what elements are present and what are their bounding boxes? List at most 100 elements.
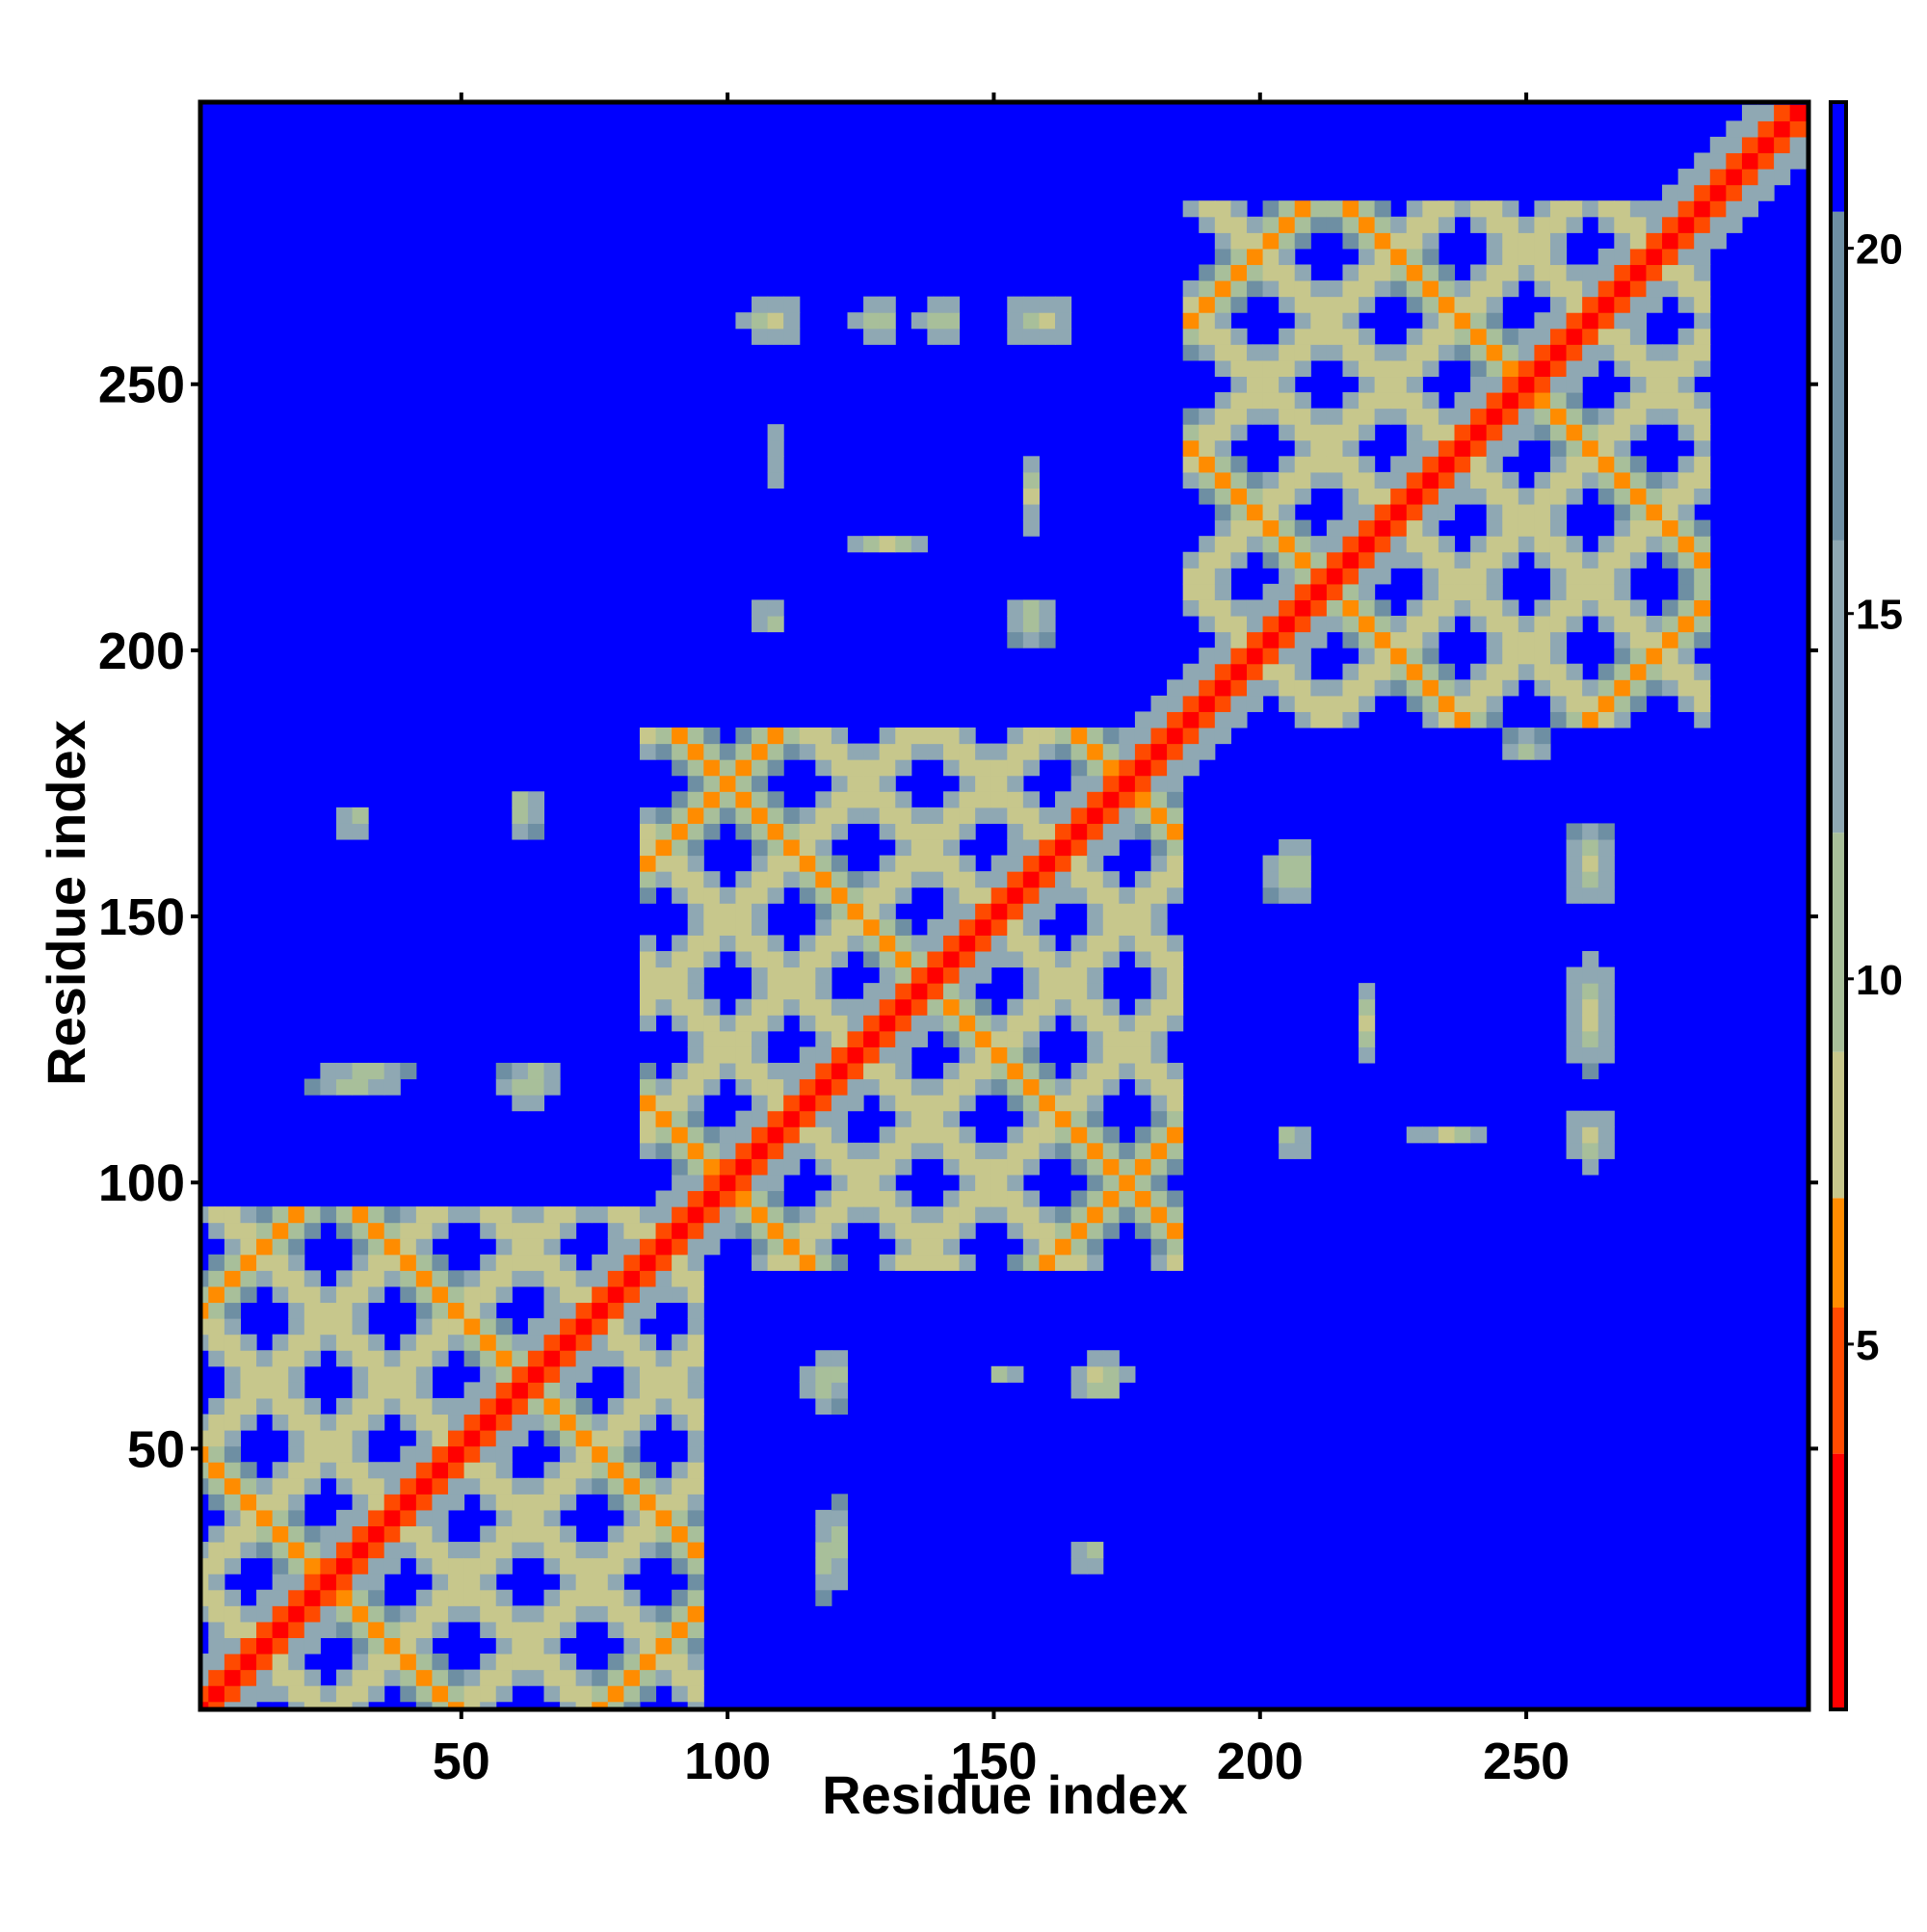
- heatmap-cell: [448, 1445, 465, 1463]
- heatmap-cell: [304, 1285, 321, 1304]
- heatmap-cell: [942, 807, 961, 824]
- heatmap-cell: [1150, 1095, 1168, 1112]
- heatmap-cell: [1470, 456, 1488, 473]
- heatmap-cell: [1677, 488, 1695, 505]
- heatmap-cell: [895, 791, 912, 808]
- heatmap-cell: [1214, 616, 1231, 633]
- heatmap-cell: [911, 1222, 928, 1239]
- heatmap-cell: [1502, 743, 1519, 760]
- heatmap-cell: [1022, 1078, 1040, 1096]
- heatmap-cell: [304, 1477, 321, 1495]
- heatmap-cell: [719, 1206, 736, 1224]
- heatmap-cell: [1694, 631, 1711, 648]
- heatmap-cell: [1518, 743, 1535, 760]
- heatmap-cell: [1694, 599, 1711, 617]
- heatmap-cell: [1007, 1078, 1024, 1096]
- heatmap-cell: [1214, 232, 1231, 250]
- heatmap-cell: [480, 1605, 497, 1623]
- heatmap-cell: [1167, 1158, 1184, 1176]
- heatmap-cell: [560, 1621, 577, 1639]
- heatmap-cell: [1214, 583, 1231, 600]
- heatmap-cell: [1694, 280, 1711, 298]
- heatmap-cell: [240, 1270, 257, 1287]
- heatmap-cell: [1039, 998, 1056, 1016]
- heatmap-cell: [879, 966, 896, 984]
- heatmap-cell: [975, 1015, 992, 1032]
- heatmap-cell: [752, 823, 769, 840]
- heatmap-cell: [1502, 551, 1519, 569]
- heatmap-cell: [415, 1589, 433, 1606]
- heatmap-cell: [655, 1669, 673, 1686]
- heatmap-cell: [1119, 823, 1136, 840]
- y-tick-label: 100: [98, 1154, 185, 1212]
- heatmap-cell: [815, 950, 832, 968]
- heatmap-cell: [623, 1542, 641, 1559]
- heatmap-cell: [1150, 1158, 1168, 1176]
- heatmap-cell: [560, 1477, 577, 1495]
- heatmap-cell: [527, 1365, 545, 1383]
- heatmap-cell: [1230, 296, 1248, 313]
- heatmap-cell: [815, 1015, 832, 1032]
- heatmap-cell: [831, 1158, 849, 1176]
- heatmap-cell: [639, 1397, 657, 1416]
- heatmap-cell: [224, 1414, 242, 1431]
- heatmap-cell: [543, 1318, 561, 1336]
- heatmap-cell: [1518, 663, 1535, 680]
- heatmap-cell: [304, 1318, 321, 1336]
- heatmap-cell: [672, 791, 689, 808]
- heatmap-cell: [911, 536, 928, 553]
- heatmap-cell: [1102, 775, 1120, 792]
- heatmap-cell: [767, 1142, 784, 1159]
- heatmap-cell: [1566, 344, 1583, 361]
- heatmap-cell: [512, 791, 529, 808]
- heatmap-cell: [415, 1350, 433, 1367]
- heatmap-cell: [1438, 264, 1456, 281]
- heatmap-cell: [639, 1270, 657, 1287]
- heatmap-cell: [1422, 312, 1439, 330]
- heatmap-cell: [304, 1669, 321, 1686]
- heatmap-cell: [1342, 471, 1359, 490]
- heatmap-cell: [256, 1477, 274, 1495]
- heatmap-cell: [895, 983, 912, 1000]
- heatmap-cell: [847, 1158, 864, 1176]
- heatmap-cell: [432, 1542, 449, 1559]
- heatmap-cell: [463, 1270, 481, 1287]
- heatmap-cell: [1694, 264, 1711, 281]
- heatmap-cell: [672, 1605, 689, 1623]
- heatmap-cell: [1454, 1126, 1471, 1144]
- heatmap-cell: [672, 1637, 689, 1654]
- heatmap-cell: [639, 1302, 657, 1319]
- heatmap-cell: [1167, 711, 1184, 728]
- heatmap-cell: [1230, 663, 1248, 680]
- heatmap-cell: [1694, 519, 1711, 537]
- heatmap-cell: [672, 1270, 689, 1287]
- heatmap-cell: [1677, 663, 1695, 680]
- heatmap-cell: [1406, 631, 1423, 648]
- heatmap-cell: [767, 871, 784, 888]
- heatmap-cell: [639, 807, 657, 824]
- heatmap-cell: [783, 823, 801, 840]
- heatmap-cell: [687, 1542, 704, 1559]
- heatmap-cell: [767, 1254, 784, 1271]
- heatmap-cell: [799, 966, 816, 984]
- heatmap-cell: [752, 855, 769, 872]
- heatmap-cell: [1310, 536, 1328, 553]
- heatmap-cell: [927, 871, 944, 888]
- y-tick-label: 250: [98, 357, 185, 414]
- heatmap-cell: [1566, 695, 1583, 712]
- heatmap-cell: [1422, 568, 1439, 585]
- heatmap-cell: [1646, 471, 1663, 490]
- heatmap-cell: [1039, 1015, 1056, 1032]
- heatmap-cell: [560, 1206, 577, 1224]
- heatmap-cell: [560, 1397, 577, 1416]
- heatmap-cell: [1150, 855, 1168, 872]
- heatmap-cell: [1150, 807, 1168, 824]
- heatmap-cell: [1422, 424, 1439, 441]
- heatmap-cell: [1087, 918, 1104, 936]
- heatmap-cell: [639, 1365, 657, 1383]
- heatmap-cell: [495, 1525, 513, 1543]
- heatmap-cell: [335, 1477, 354, 1495]
- heatmap-cell: [783, 743, 801, 760]
- heatmap-cell: [815, 1095, 832, 1112]
